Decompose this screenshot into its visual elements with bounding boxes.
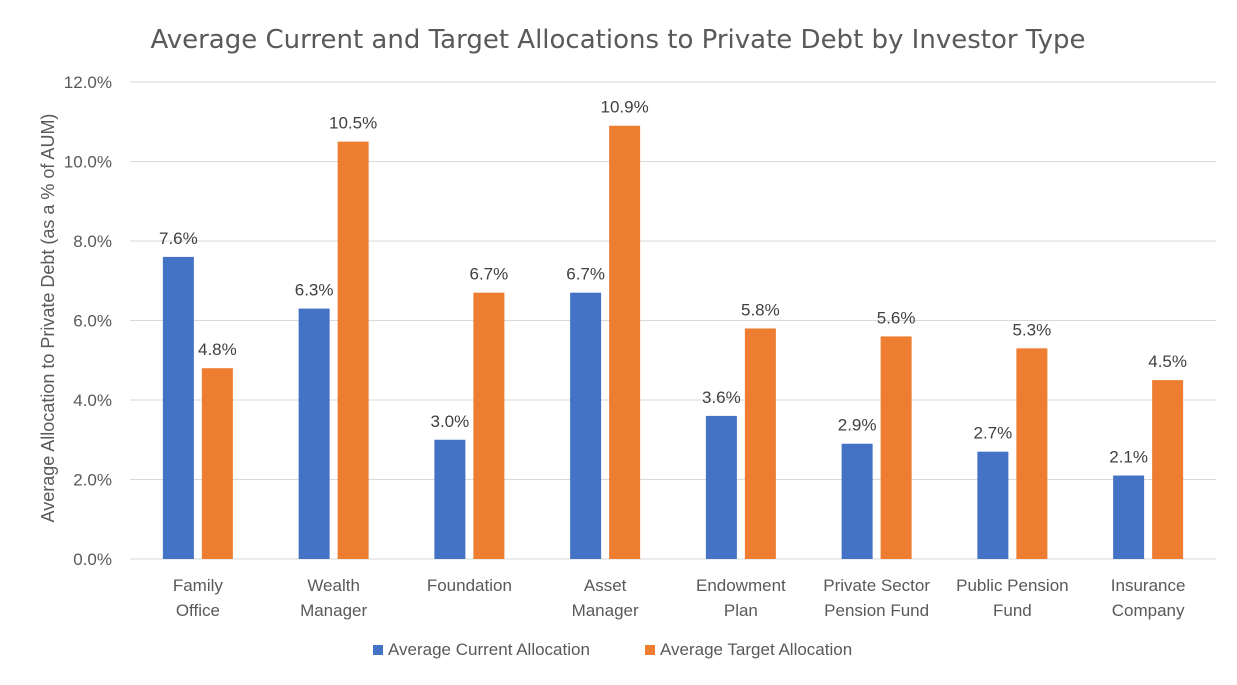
legend-label: Average Target Allocation	[660, 640, 852, 659]
x-tick-label: Family Office	[173, 576, 224, 620]
data-label: 7.6%	[159, 229, 198, 248]
data-labels: 7.6% 4.8% 6.3% 10.5% 3.0% 6.7% 6.7% 10.9% 3.6% 5.…	[159, 98, 1187, 467]
data-label: 5.8%	[741, 300, 780, 319]
data-label: 10.9%	[601, 98, 649, 117]
y-tick-label: 0.0%	[73, 550, 112, 569]
bar-target	[201, 368, 233, 559]
y-tick-label: 6.0%	[73, 312, 112, 331]
x-tick-label: Foundation	[427, 576, 512, 595]
data-label: 3.0%	[431, 412, 470, 431]
y-tick-label: 2.0%	[73, 471, 112, 490]
data-label: 2.7%	[974, 424, 1013, 443]
bar-target	[744, 328, 776, 559]
y-axis-label: Average Allocation to Private Debt (as a…	[38, 114, 58, 523]
legend-swatch	[645, 645, 655, 655]
x-tick-label: Endowment Plan	[696, 576, 786, 620]
bar-target	[880, 336, 912, 559]
x-axis-ticks: Family Office Wealth Manager Foundation Asset…	[173, 576, 1186, 620]
data-label: 6.7%	[566, 265, 605, 284]
data-label: 5.6%	[877, 308, 916, 327]
y-tick-label: 12.0%	[64, 73, 112, 92]
legend: Average Current Allocation Average Target…	[373, 640, 852, 659]
data-label: 2.1%	[1109, 448, 1148, 467]
bar-current	[298, 308, 330, 559]
x-tick-label: Wealth Manager	[300, 576, 367, 620]
bar-current	[977, 451, 1009, 559]
bar-target	[609, 125, 641, 559]
chart-title: Average Current and Target Allocations t…	[150, 25, 1085, 55]
x-tick-label: Public Pension Fund	[956, 576, 1068, 620]
data-label: 5.3%	[1013, 320, 1052, 339]
y-tick-label: 4.0%	[73, 391, 112, 410]
data-label: 3.6%	[702, 388, 741, 407]
x-tick-label: Insurance Company	[1111, 576, 1186, 620]
x-tick-label: Asset Manager	[572, 576, 639, 620]
bar-current	[434, 439, 466, 559]
bar-target	[1016, 348, 1048, 559]
x-tick-label: Private Sector Pension Fund	[823, 576, 930, 620]
bar-current	[162, 256, 194, 559]
bar-target	[337, 141, 369, 559]
legend-label: Average Current Allocation	[388, 640, 590, 659]
data-label: 4.5%	[1148, 352, 1187, 371]
bar-current	[841, 443, 873, 559]
legend-swatch	[373, 645, 383, 655]
bars	[162, 125, 1184, 559]
gridlines	[130, 81, 1216, 560]
data-label: 10.5%	[329, 114, 377, 133]
bar-current	[570, 292, 602, 559]
y-tick-label: 8.0%	[73, 232, 112, 251]
data-label: 2.9%	[838, 416, 877, 435]
y-axis-ticks: 0.0% 2.0% 4.0% 6.0% 8.0% 10.0% 12.0%	[64, 73, 112, 569]
bar-current	[1113, 475, 1145, 559]
y-tick-label: 10.0%	[64, 153, 112, 172]
data-label: 4.8%	[198, 340, 237, 359]
bar-current	[705, 415, 737, 559]
bar-target	[1152, 380, 1184, 559]
data-label: 6.7%	[470, 265, 509, 284]
bar-target	[473, 292, 505, 559]
data-label: 6.3%	[295, 281, 334, 300]
